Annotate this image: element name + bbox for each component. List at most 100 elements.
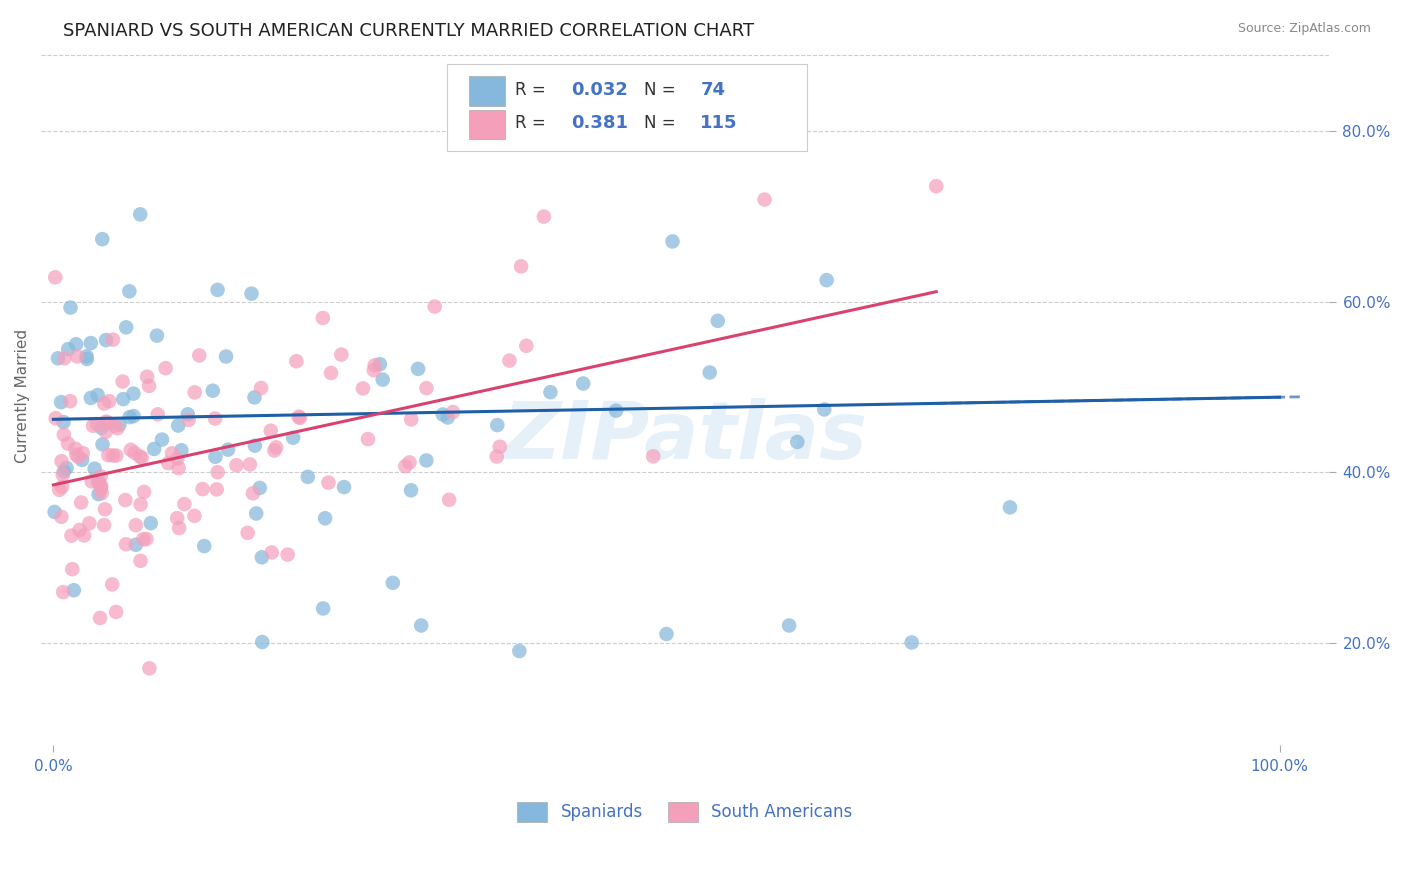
Point xyxy=(193,539,215,553)
Text: 0.032: 0.032 xyxy=(572,81,628,99)
Text: N =: N = xyxy=(644,81,675,99)
Point xyxy=(122,409,145,423)
Point xyxy=(381,575,404,590)
Point xyxy=(540,385,562,400)
Point xyxy=(167,521,190,535)
Point xyxy=(60,528,83,542)
Point xyxy=(124,446,146,460)
Text: ZIPatlas: ZIPatlas xyxy=(502,399,868,476)
Y-axis label: Currently Married: Currently Married xyxy=(15,328,30,463)
Point xyxy=(166,451,188,466)
Point xyxy=(260,424,283,438)
Point xyxy=(415,381,437,395)
Point xyxy=(264,440,287,454)
Point xyxy=(436,410,458,425)
FancyBboxPatch shape xyxy=(468,110,505,139)
Point xyxy=(67,450,90,464)
Point xyxy=(86,388,108,402)
Text: 0.381: 0.381 xyxy=(572,114,628,132)
Point xyxy=(86,417,108,431)
Point xyxy=(48,483,70,497)
Point xyxy=(105,449,128,463)
Point xyxy=(415,453,437,467)
Point xyxy=(236,525,259,540)
Point xyxy=(138,661,160,675)
Point xyxy=(91,437,114,451)
Point xyxy=(204,411,226,425)
Point xyxy=(188,348,211,362)
Point xyxy=(699,366,721,380)
Point xyxy=(183,385,205,400)
Point xyxy=(605,403,627,417)
Point xyxy=(778,618,800,632)
Point xyxy=(508,644,530,658)
Text: 74: 74 xyxy=(700,81,725,99)
Point xyxy=(146,408,169,422)
Point xyxy=(160,446,183,460)
Point xyxy=(146,328,169,343)
Point xyxy=(138,379,160,393)
Point xyxy=(139,516,162,530)
Point xyxy=(72,446,94,460)
Point xyxy=(115,320,138,334)
Point xyxy=(129,554,152,568)
Point xyxy=(363,363,385,377)
Point xyxy=(485,450,508,464)
Point xyxy=(225,458,247,473)
Point xyxy=(101,449,124,463)
Point xyxy=(107,421,129,435)
Point xyxy=(76,351,98,366)
Point xyxy=(136,369,159,384)
Point xyxy=(129,497,152,511)
Point xyxy=(114,493,136,508)
Point xyxy=(94,415,117,429)
Point xyxy=(118,285,141,299)
Point xyxy=(83,461,105,475)
Point xyxy=(65,337,87,351)
Point xyxy=(998,500,1021,515)
Point xyxy=(250,550,273,565)
Point xyxy=(243,391,266,405)
Point xyxy=(786,434,808,449)
Point xyxy=(44,270,66,285)
Point xyxy=(91,232,114,246)
Point xyxy=(73,528,96,542)
Text: N =: N = xyxy=(644,114,675,132)
Point xyxy=(59,394,82,409)
Point xyxy=(46,351,69,366)
Point xyxy=(515,339,537,353)
Point xyxy=(69,523,91,537)
Point xyxy=(87,487,110,501)
Point xyxy=(432,408,454,422)
Point xyxy=(170,443,193,458)
Point xyxy=(314,511,336,525)
Point xyxy=(66,350,89,364)
Point xyxy=(281,431,304,445)
Point xyxy=(52,415,75,429)
Point xyxy=(245,507,267,521)
Point xyxy=(90,479,112,493)
Point xyxy=(166,511,188,525)
Point xyxy=(52,467,75,482)
Point xyxy=(205,483,228,497)
Text: R =: R = xyxy=(515,81,546,99)
Point xyxy=(243,439,266,453)
Text: SPANIARD VS SOUTH AMERICAN CURRENTLY MARRIED CORRELATION CHART: SPANIARD VS SOUTH AMERICAN CURRENTLY MAR… xyxy=(63,22,755,40)
Point xyxy=(103,419,125,434)
Point xyxy=(655,627,678,641)
Point xyxy=(330,348,353,362)
Point xyxy=(754,193,776,207)
Point xyxy=(441,405,464,419)
Point xyxy=(79,516,101,531)
Point xyxy=(70,453,93,467)
Point xyxy=(177,413,200,427)
Point xyxy=(108,417,131,432)
Point xyxy=(90,486,112,500)
Point xyxy=(131,450,153,465)
Point xyxy=(204,450,226,464)
Point xyxy=(572,376,595,391)
Point xyxy=(56,436,79,450)
Point xyxy=(364,359,387,373)
Point xyxy=(63,583,86,598)
Point xyxy=(52,585,75,599)
